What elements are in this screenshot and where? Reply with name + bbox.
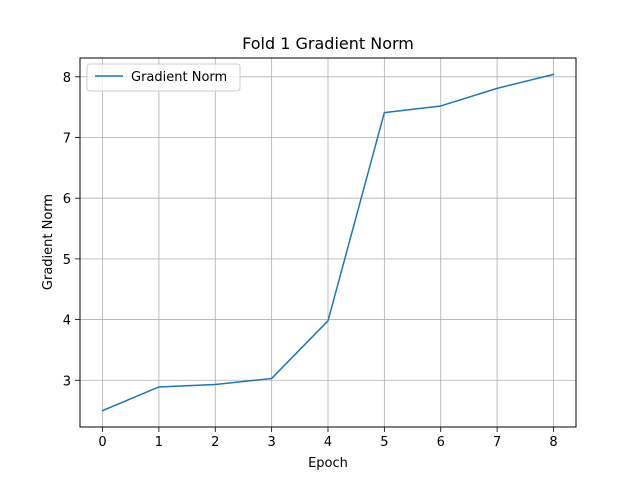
y-tick-label: 7 bbox=[63, 132, 71, 147]
y-tick-label: 6 bbox=[63, 192, 71, 207]
series-layer bbox=[101, 73, 555, 412]
x-axis-label: Epoch bbox=[308, 456, 348, 471]
y-tick-label: 3 bbox=[63, 374, 71, 389]
x-tick-label: 4 bbox=[324, 435, 332, 450]
x-tick-label: 8 bbox=[549, 435, 557, 450]
series-line-gradient-norm bbox=[101, 73, 555, 412]
x-tick-label: 6 bbox=[437, 435, 445, 450]
x-tick-label: 0 bbox=[98, 435, 106, 450]
x-tick-label: 1 bbox=[155, 435, 163, 450]
x-tick-label: 7 bbox=[493, 435, 501, 450]
legend-box bbox=[86, 63, 241, 92]
legend-label: Gradient Norm bbox=[131, 70, 227, 85]
y-axis-label: Gradient Norm bbox=[41, 194, 56, 290]
x-tick-label: 3 bbox=[267, 435, 275, 450]
y-tick-label: 5 bbox=[63, 253, 71, 268]
x-tick-label: 2 bbox=[211, 435, 219, 450]
chart-title: Fold 1 Gradient Norm bbox=[242, 34, 414, 53]
x-tick-label: 5 bbox=[380, 435, 388, 450]
legend: Gradient Norm bbox=[86, 63, 241, 92]
y-tick-label: 8 bbox=[63, 71, 71, 86]
y-tick-label: 4 bbox=[63, 314, 71, 329]
ticks: 0 1 2 3 4 5 6 7 8 3 4 5 6 7 8 bbox=[63, 71, 558, 450]
